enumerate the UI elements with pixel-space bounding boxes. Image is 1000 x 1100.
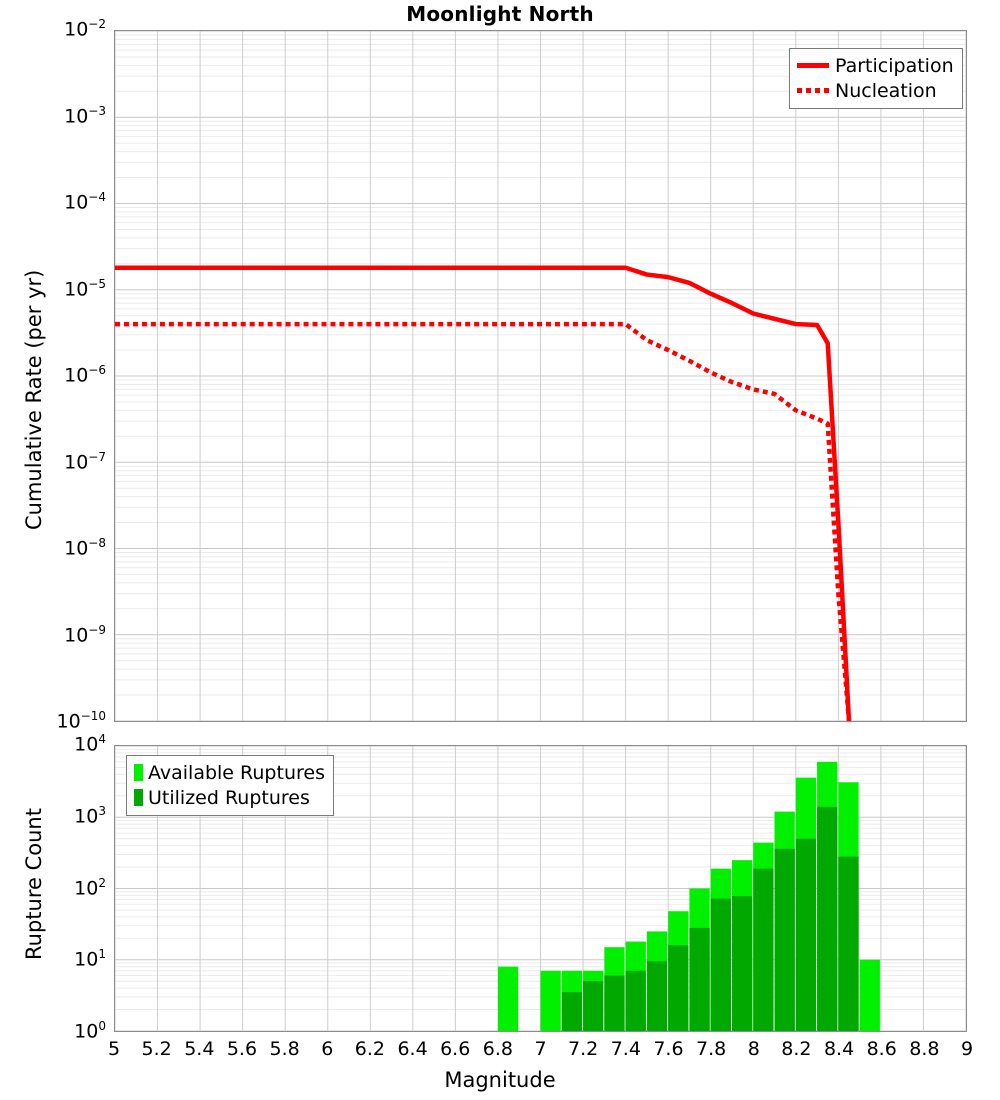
legend-item-nucleation: Nucleation	[797, 79, 954, 102]
x-tick-label: 5	[107, 1038, 121, 1060]
y-tick-label: 10−9	[64, 622, 106, 646]
y-tick-label: 104	[74, 732, 106, 756]
legend-item-participation: Participation	[797, 54, 954, 77]
rupture-count-axis-label: Rupture Count	[22, 808, 46, 960]
legend-item-utilized-ruptures: Utilized Ruptures	[134, 786, 325, 809]
y-tick-label: 10−5	[64, 276, 106, 300]
y-tick-label: 10−3	[64, 103, 106, 127]
rupture-count-legend: Available Ruptures Utilized Ruptures	[126, 755, 334, 816]
x-tick-label: 7.6	[653, 1038, 684, 1060]
x-tick-label: 6.2	[354, 1038, 385, 1060]
cumulative-rate-legend: Participation Nucleation	[789, 48, 963, 109]
y-tick-label: 101	[74, 947, 106, 971]
x-tick-label: 7.2	[568, 1038, 599, 1060]
cumulative-rate-axis-label: Cumulative Rate (per yr)	[22, 269, 46, 530]
utilized-ruptures-swatch-icon	[134, 789, 143, 806]
x-tick-label: 6.4	[397, 1038, 428, 1060]
rupture-count-plot-canvas	[115, 746, 966, 1031]
legend-label-participation: Participation	[835, 54, 954, 77]
rupture-count-y-axis-ticks: 100 101 102 103 104	[0, 0, 106, 1100]
solid-line-swatch-icon	[797, 63, 829, 68]
dotted-line-swatch-icon	[797, 88, 829, 93]
x-tick-label: 6.8	[482, 1038, 513, 1060]
y-tick-label: 10−8	[64, 536, 106, 560]
x-tick-label: 5.6	[226, 1038, 258, 1060]
x-tick-label: 8	[747, 1038, 760, 1060]
cumulative-rate-plot-canvas	[115, 31, 966, 721]
x-tick-label: 5.8	[269, 1038, 300, 1060]
y-tick-label: 10−4	[64, 190, 106, 214]
x-tick-label: 8.8	[909, 1038, 940, 1060]
x-tick-label: 8.2	[781, 1038, 812, 1060]
y-tick-label: 100	[74, 1019, 106, 1043]
x-tick-label: 7	[534, 1038, 547, 1060]
legend-label-nucleation: Nucleation	[835, 79, 937, 102]
legend-item-available-ruptures: Available Ruptures	[134, 761, 325, 784]
y-tick-label: 10−7	[64, 449, 106, 473]
chart-title: Moonlight North	[406, 2, 594, 26]
y-tick-label: 10−6	[64, 363, 106, 387]
x-tick-label: 8.6	[866, 1038, 897, 1060]
y-tick-label: 10−10	[56, 709, 106, 733]
x-tick-label: 7.4	[610, 1038, 641, 1060]
x-tick-label: 9	[960, 1038, 974, 1060]
x-tick-label: 6	[321, 1038, 334, 1060]
y-tick-label: 102	[74, 875, 106, 899]
legend-label-utilized-ruptures: Utilized Ruptures	[148, 786, 310, 809]
rupture-count-plot	[114, 745, 967, 1032]
magnitude-axis-label: Magnitude	[444, 1068, 556, 1092]
y-tick-label: 103	[74, 803, 106, 828]
cumulative-rate-plot	[114, 30, 967, 722]
available-ruptures-swatch-icon	[134, 764, 143, 781]
x-tick-label: 5.4	[184, 1038, 215, 1060]
x-tick-label: 5.2	[141, 1038, 172, 1060]
x-tick-label: 6.6	[440, 1038, 471, 1060]
x-tick-label: 7.8	[695, 1038, 727, 1060]
cumulative-rate-y-axis-ticks: 10−2 10−3 10−4 10−5 10−6 10−7 10−8 10−9 10−10	[0, 0, 106, 1100]
x-tick-label: 8.4	[823, 1038, 855, 1060]
legend-label-available-ruptures: Available Ruptures	[148, 761, 325, 784]
